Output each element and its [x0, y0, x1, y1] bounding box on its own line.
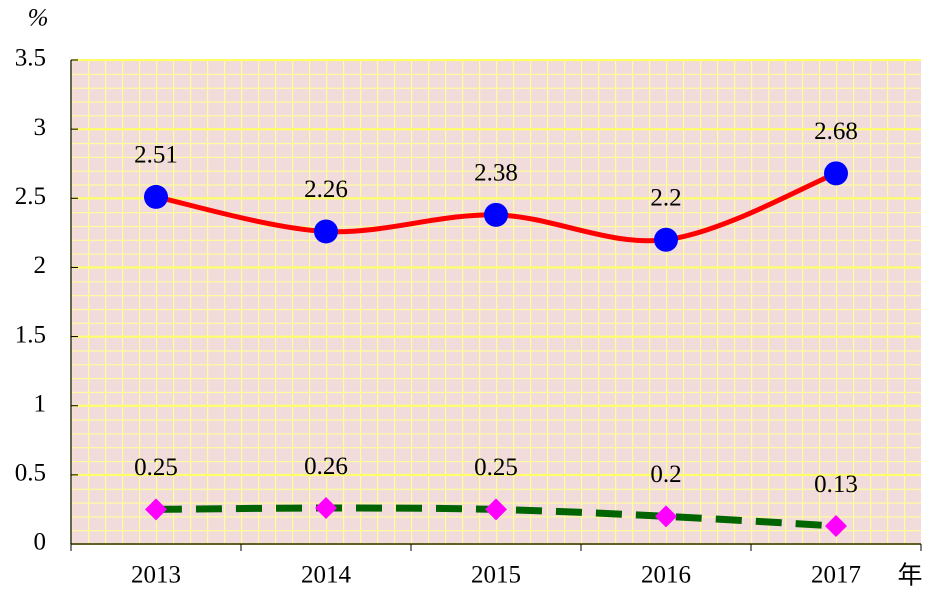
- x-axis-label: 年: [897, 562, 922, 590]
- marker: [315, 497, 337, 520]
- y-tick-label: 1.5: [15, 321, 46, 348]
- x-tick-label: 2016: [641, 562, 691, 589]
- marker: [825, 515, 847, 538]
- marker: [654, 227, 678, 252]
- y-tick-label: 0: [34, 529, 47, 556]
- data-label: 2.68: [814, 118, 858, 145]
- y-tick-label: 2.5: [15, 183, 46, 210]
- data-label: 2.51: [134, 142, 178, 169]
- plot-area: [71, 60, 921, 544]
- y-tick-label: 2: [34, 252, 47, 279]
- marker: [824, 161, 848, 186]
- data-label: 0.25: [134, 454, 178, 481]
- x-tick-label: 2013: [131, 562, 181, 589]
- data-label: 2.2: [650, 185, 681, 212]
- data-label: 0.13: [814, 471, 858, 498]
- marker: [314, 219, 338, 244]
- marker: [145, 498, 167, 521]
- y-tick-label: 1: [34, 390, 47, 417]
- marker: [485, 498, 507, 521]
- marker: [144, 184, 168, 209]
- y-tick-label: 3.5: [15, 45, 46, 72]
- marker: [655, 505, 677, 528]
- data-label: 0.2: [650, 461, 681, 488]
- x-tick-label: 2015: [471, 562, 521, 589]
- y-tick-label: 3: [34, 114, 47, 141]
- data-label: 2.38: [474, 160, 518, 187]
- y-tick-label: 0.5: [15, 460, 46, 487]
- x-tick-label: 2017: [811, 562, 861, 589]
- y-axis-label: %: [28, 5, 49, 32]
- data-label: 2.26: [304, 176, 348, 203]
- data-label: 0.26: [304, 453, 348, 480]
- x-tick-label: 2014: [301, 562, 352, 589]
- marker: [484, 202, 508, 227]
- data-label: 0.25: [474, 454, 518, 481]
